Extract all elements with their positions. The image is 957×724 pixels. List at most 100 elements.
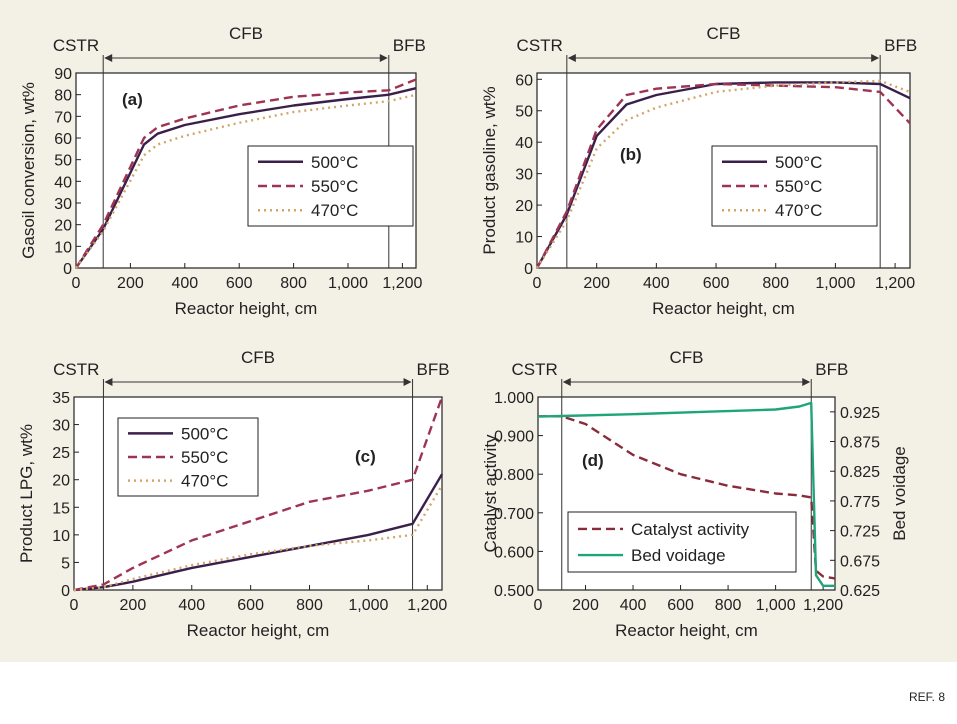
y-tick-label: 0.500 [494,583,534,600]
x-tick-label: 800 [762,275,789,292]
x-axis-label: Reactor height, cm [187,621,330,640]
y-tick-label: 15 [52,500,70,517]
region-label-cfb: CFB [707,24,741,43]
x-tick-label: 600 [226,275,253,292]
series-line-550-c [535,82,911,269]
arrow-head-left [562,378,571,386]
legend-entry: 470°C [181,472,228,491]
series-line-550-c [74,78,417,269]
x-tick-label: 400 [171,275,198,292]
figure-panel: CSTR CFB BFB 0 200 400 600 800 1,000 1,200 0 10 20 30… [0,0,957,662]
legend-entry: 500°C [311,153,358,172]
arrow-head-left [104,54,113,62]
legend-box [567,511,797,573]
region-label-cfb: CFB [229,24,263,43]
y-axis-label: Product gasoline, wt% [480,86,499,254]
y-right-tick-label: 0.625 [840,583,880,600]
legend-entry: 550°C [181,448,228,467]
region-label-bfb: BFB [393,36,426,55]
x-tick-label: 200 [583,275,610,292]
chart-panel-b: CSTR CFB BFB 0 200 400 600 800 1,000 1,200 0 10 20 30… [480,24,917,318]
y-tick-label: 5 [61,555,70,572]
x-tick-label: 1,200 [382,275,422,292]
series-line-500-c [535,81,911,269]
x-tick-label: 400 [620,597,647,614]
y-tick-label: 50 [515,104,533,121]
y-tick-label: 0.800 [494,467,534,484]
legend-box [117,417,259,497]
y-tick-label: 1.000 [494,390,534,407]
x-tick-label: 600 [703,275,730,292]
arrow-head-left [104,378,113,386]
x-tick-label: 1,200 [407,597,447,614]
x-axis-label: Reactor height, cm [615,621,758,640]
arrow-head-right [379,54,388,62]
series-line-500-c [73,473,444,592]
x-tick-label: 1,000 [348,597,388,614]
y-tick-label: 0.700 [494,506,534,523]
y-tick-label: 0 [524,261,533,278]
legend-entry: 470°C [775,201,822,220]
y-tick-label: 30 [52,418,70,435]
y-tick-label: 80 [54,88,72,105]
x-tick-label: 1,000 [815,275,855,292]
region-label-bfb: BFB [815,360,848,379]
panel-label: (c) [355,447,376,466]
chart-panel-a: CSTR CFB BFB 0 200 400 600 800 1,000 1,200 0 10 20 30… [19,24,426,318]
region-label-cstr: CSTR [53,36,99,55]
y-right-axis-label: Bed voidage [890,446,909,541]
x-tick-label: 800 [715,597,742,614]
arrow-head-left [567,54,576,62]
region-label-cfb: CFB [241,348,275,367]
region-label-cstr: CSTR [511,360,557,379]
y-tick-label: 40 [54,174,72,191]
y-right-tick-label: 0.725 [840,524,880,541]
y-tick-label: 10 [54,239,72,256]
y-tick-label: 50 [54,153,72,170]
y-right-tick-label: 0.675 [840,553,880,570]
arrow-head-right [871,54,880,62]
arrow-head-right [403,378,412,386]
y-tick-label: 30 [54,196,72,213]
x-tick-label: 1,000 [328,275,368,292]
series-line-bed-voidage [537,401,835,587]
x-tick-label: 800 [296,597,323,614]
x-tick-label: 1,200 [875,275,915,292]
panel-label: (b) [620,145,642,164]
y-axis-label: Gasoil conversion, wt% [19,82,38,259]
chart-panel-c: CSTR CFB BFB 0 200 400 600 800 1,000 1,200 0 5 10 15 2… [17,348,450,640]
legend-entry: 500°C [181,424,228,443]
y-tick-label: 35 [52,390,70,407]
series-line-500-c [75,87,417,269]
y-tick-label: 0.900 [494,429,534,446]
y-tick-label: 30 [515,167,533,184]
reference-label: REF. 8 [908,690,945,704]
x-tick-label: 0 [534,597,543,614]
legend-entry: Bed voidage [631,546,726,565]
panel-label: (d) [582,451,604,470]
x-tick-label: 200 [120,597,147,614]
x-tick-label: 0 [72,275,81,292]
y-tick-label: 60 [54,131,72,148]
y-tick-label: 0 [63,261,72,278]
region-label-cstr: CSTR [517,36,563,55]
y-tick-label: 20 [54,218,72,235]
y-tick-label: 70 [54,109,72,126]
x-tick-label: 0 [70,597,79,614]
x-tick-label: 400 [643,275,670,292]
x-tick-label: 400 [178,597,205,614]
y-right-tick-label: 0.775 [840,494,880,511]
chart-panel-d: CSTR CFB BFB 0 200 400 600 800 1,000 1,200 0.500 0.… [481,348,909,640]
x-axis-label: Reactor height, cm [175,299,318,318]
series-line-470-c [73,484,444,592]
region-label-cfb: CFB [670,348,704,367]
legend-entry: 550°C [775,177,822,196]
y-tick-label: 90 [54,66,72,83]
region-label-bfb: BFB [417,360,450,379]
y-tick-label: 20 [515,198,533,215]
legend-entry: 550°C [311,177,358,196]
panel-label: (a) [122,90,143,109]
x-tick-label: 200 [117,275,144,292]
region-label-bfb: BFB [884,36,917,55]
